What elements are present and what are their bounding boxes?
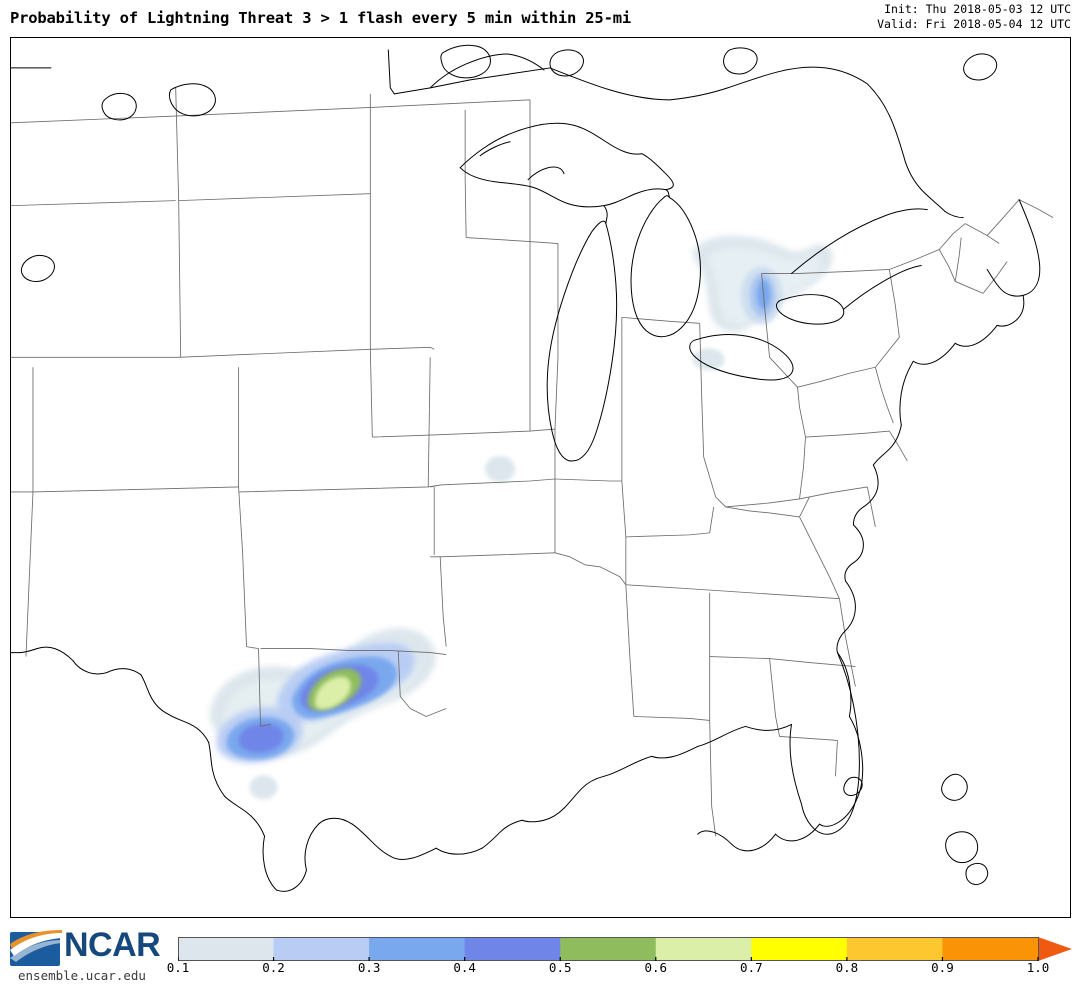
- feature-northwest-pennsylvania-core: [740, 266, 783, 325]
- colorbar-tick-label-0.9: 0.9: [931, 960, 954, 975]
- colorbar-outline: [178, 937, 1039, 961]
- logo-white-swoosh: [10, 933, 62, 956]
- texas-core-06: [314, 676, 351, 710]
- colorbar-band-0.9: [942, 937, 1039, 961]
- colorbar-extend-arrow: [1038, 937, 1072, 961]
- colorbar-tick-marks: [178, 957, 1039, 961]
- map-frame[interactable]: [10, 37, 1071, 918]
- coastlines-layer: [11, 44, 1041, 892]
- colorbar-band-0.2: [273, 937, 370, 961]
- colorbar-tick-label-0.4: 0.4: [453, 960, 476, 975]
- colorbar-band-0.6: [655, 937, 752, 961]
- colorbar-tick-label-0.2: 0.2: [262, 960, 285, 975]
- colorbar-tick-labels: 0.1 0.2 0.3 0.4 0.5 0.6 0.7 0.8 0.9 1.0: [167, 960, 1073, 982]
- colorbar-svg[interactable]: [178, 937, 1073, 961]
- state-borders-layer: [11, 87, 1054, 837]
- forecast-timestamp-block: Init: Thu 2018-05-03 12 UTC Valid: Fri 2…: [877, 2, 1071, 32]
- probability-shading-layer: [209, 235, 833, 800]
- colorbar-band-0.5: [560, 937, 657, 961]
- colorbar[interactable]: [178, 937, 1073, 961]
- colorbar-band-0.4: [464, 937, 561, 961]
- ncar-wordmark: NCAR: [64, 926, 161, 964]
- colorbar-tick-label-0.6: 0.6: [644, 960, 668, 975]
- ncar-logo[interactable]: NCAR ensemble.ucar.edu: [6, 926, 174, 983]
- colorbar-band-0.7: [751, 937, 848, 961]
- ncar-logo-mark: [10, 930, 62, 966]
- map-canvas[interactable]: [11, 38, 1070, 917]
- colorbar-band-0.8: [846, 937, 943, 961]
- feature-kansas-missouri-spot: [485, 456, 516, 482]
- page-title: Probability of Lightning Threat 3 > 1 fl…: [10, 9, 631, 27]
- colorbar-bands: [178, 937, 1039, 961]
- colorbar-tick-label-0.5: 0.5: [548, 960, 572, 975]
- header: Probability of Lightning Threat 3 > 1 fl…: [0, 0, 1080, 36]
- init-time: Init: Thu 2018-05-03 12 UTC: [884, 2, 1071, 16]
- colorbar-tick-label-0.8: 0.8: [835, 960, 859, 975]
- colorbar-band-0.3: [369, 937, 466, 961]
- logo-white-swoosh-2: [10, 940, 62, 962]
- colorbar-tick-label-1.0: 1.0: [1026, 960, 1050, 975]
- colorbar-band-0.1: [178, 937, 274, 961]
- colorbar-tick-label-0.3: 0.3: [357, 960, 381, 975]
- ncar-site-url: ensemble.ucar.edu: [18, 968, 146, 983]
- colorbar-tick-label-0.7: 0.7: [740, 960, 763, 975]
- feature-south-texas-spot: [249, 775, 278, 800]
- valid-time: Valid: Fri 2018-05-04 12 UTC: [877, 17, 1071, 31]
- colorbar-tick-label-0.1: 0.1: [166, 960, 190, 975]
